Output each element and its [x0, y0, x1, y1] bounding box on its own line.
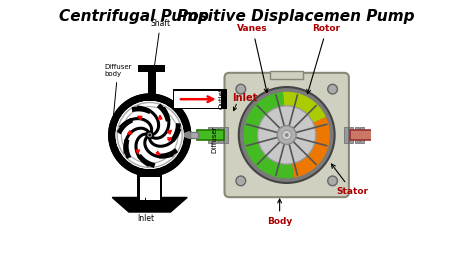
Wedge shape	[108, 93, 171, 149]
Text: Outlet: Outlet	[219, 87, 225, 109]
FancyBboxPatch shape	[174, 90, 221, 108]
Text: Shaft: Shaft	[150, 19, 171, 82]
Circle shape	[257, 106, 316, 164]
Text: Outlet: Outlet	[0, 269, 1, 270]
Wedge shape	[283, 92, 326, 135]
FancyBboxPatch shape	[377, 130, 380, 140]
FancyBboxPatch shape	[138, 65, 165, 72]
Text: Body: Body	[267, 199, 292, 225]
Text: Diffuser
body: Diffuser body	[104, 64, 132, 126]
Circle shape	[285, 133, 289, 137]
Circle shape	[239, 87, 335, 183]
Polygon shape	[112, 197, 187, 212]
Circle shape	[236, 84, 246, 94]
FancyBboxPatch shape	[360, 127, 364, 143]
Text: Centrifugal Pump: Centrifugal Pump	[59, 9, 209, 24]
Circle shape	[148, 134, 151, 136]
FancyBboxPatch shape	[270, 70, 303, 79]
FancyBboxPatch shape	[137, 174, 162, 200]
Wedge shape	[287, 117, 330, 178]
Circle shape	[328, 176, 337, 186]
FancyBboxPatch shape	[197, 130, 224, 140]
FancyBboxPatch shape	[140, 177, 160, 200]
Circle shape	[282, 130, 292, 140]
Text: Vanes: Vanes	[237, 24, 268, 93]
Circle shape	[117, 102, 183, 168]
FancyBboxPatch shape	[350, 130, 377, 140]
FancyBboxPatch shape	[148, 70, 156, 101]
Circle shape	[236, 176, 246, 186]
Text: Positive Displacemen Pump: Positive Displacemen Pump	[177, 9, 415, 24]
Text: Rotor: Rotor	[307, 24, 340, 93]
FancyBboxPatch shape	[344, 127, 348, 143]
Circle shape	[117, 102, 183, 168]
FancyBboxPatch shape	[349, 127, 354, 143]
Wedge shape	[110, 99, 191, 177]
FancyBboxPatch shape	[173, 89, 227, 109]
Text: Inlet: Inlet	[232, 93, 257, 103]
FancyBboxPatch shape	[213, 127, 218, 143]
Circle shape	[146, 131, 154, 139]
Circle shape	[328, 84, 337, 94]
FancyBboxPatch shape	[208, 127, 212, 143]
FancyBboxPatch shape	[224, 127, 228, 143]
FancyBboxPatch shape	[219, 127, 223, 143]
FancyBboxPatch shape	[190, 131, 198, 139]
Circle shape	[116, 101, 184, 169]
Circle shape	[277, 126, 296, 144]
Circle shape	[108, 93, 191, 177]
Polygon shape	[184, 131, 190, 139]
Wedge shape	[244, 92, 294, 178]
Circle shape	[147, 133, 152, 137]
FancyBboxPatch shape	[355, 127, 359, 143]
Text: Diffuser: Diffuser	[211, 125, 217, 153]
Text: Stator: Stator	[331, 164, 368, 196]
Text: Inlet: Inlet	[137, 198, 154, 223]
FancyBboxPatch shape	[225, 73, 349, 197]
Polygon shape	[377, 130, 385, 140]
